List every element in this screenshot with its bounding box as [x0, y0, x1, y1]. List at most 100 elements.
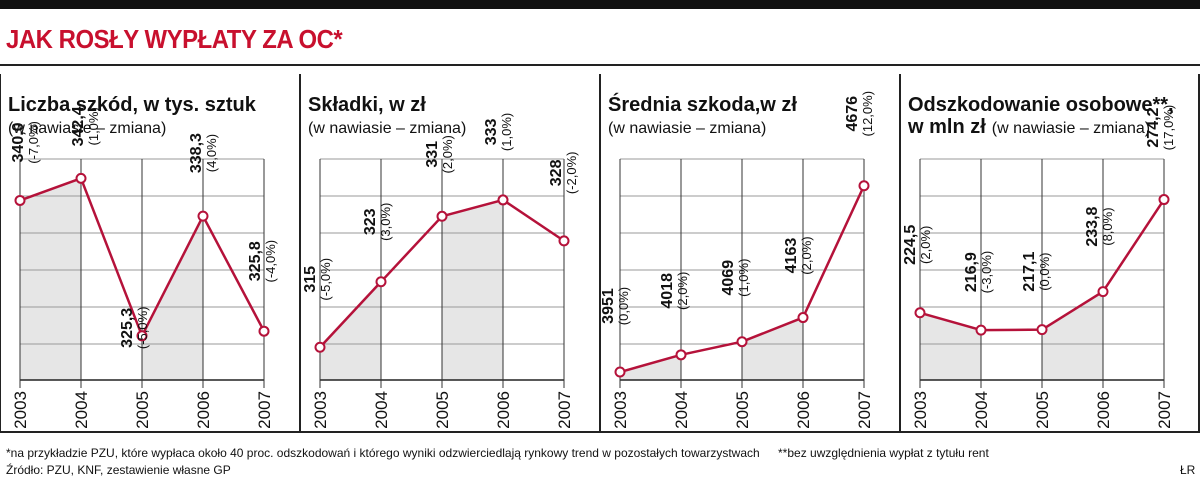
year-label: 2003 [311, 391, 330, 429]
data-point [197, 210, 209, 222]
data-point [975, 324, 987, 336]
data-point [614, 366, 626, 378]
data-point [497, 194, 509, 206]
footnote-pzu: *na przykładzie PZU, które wypłaca około… [6, 446, 760, 460]
change-label: (1,0%) [499, 113, 514, 151]
data-point [858, 180, 870, 192]
year-label: 2007 [855, 391, 874, 429]
value-label: 3951 [600, 288, 617, 324]
data-point [436, 210, 448, 222]
shaded-area [1042, 291, 1103, 380]
data-point [797, 312, 809, 324]
value-label: 331 [424, 141, 441, 168]
data-point [75, 172, 87, 184]
data-point [914, 307, 926, 319]
change-label: (4,0%) [204, 134, 219, 172]
change-label: (2,0%) [440, 135, 455, 173]
charts-svg: Liczba szkód, w tys. sztuk (w nawiasie – … [0, 74, 1200, 431]
data-point [1158, 194, 1170, 206]
change-label: (1,0%) [736, 259, 751, 297]
panel-subtitle: (w nawiasie – zmiana) [8, 120, 166, 137]
data-point [1036, 324, 1048, 336]
value-label: 333 [483, 118, 500, 145]
change-label: (-5,0%) [135, 306, 150, 349]
author-initials: ŁR [1180, 463, 1196, 477]
change-label: (2,0%) [799, 236, 814, 274]
value-label: 323 [362, 208, 379, 235]
panel-title: Średnia szkoda,w zł [608, 92, 797, 116]
panel-title: Liczba szkód, w tys. sztuk [8, 94, 257, 116]
shaded-area [442, 199, 503, 380]
change-label: (0,0%) [1037, 253, 1052, 291]
year-label: 2007 [555, 391, 574, 429]
year-label: 2004 [972, 391, 991, 429]
change-label: (2,0%) [675, 272, 690, 310]
change-label: (17,0%) [1161, 105, 1176, 151]
year-label: 2007 [255, 391, 274, 429]
value-label: 216,9 [963, 252, 980, 292]
value-label: 325,3 [119, 308, 136, 348]
data-point [1097, 286, 1109, 298]
data-point [136, 330, 148, 342]
panel-title: Składki, w zł [308, 94, 426, 116]
value-label: 340,0 [10, 122, 27, 162]
year-label: 2006 [794, 391, 813, 429]
value-label: 342,4 [70, 106, 87, 146]
data-point [258, 325, 270, 337]
shaded-area [620, 354, 681, 380]
value-label: 325,8 [247, 241, 264, 281]
charts-area: Liczba szkód, w tys. sztuk (w nawiasie – … [0, 66, 1200, 431]
shaded-area [742, 317, 803, 380]
year-label: 2003 [911, 391, 930, 429]
top-rule [0, 64, 1200, 66]
source-note: Źródło: PZU, KNF, zestawienie własne GP [6, 463, 231, 477]
change-label: (-4,0%) [263, 240, 278, 283]
shaded-area [320, 281, 381, 380]
value-label: 217,1 [1021, 252, 1038, 292]
year-label: 2007 [1155, 391, 1174, 429]
panel-title-line2: w mln zł [907, 116, 986, 138]
shaded-area [920, 312, 981, 380]
data-point [314, 341, 326, 353]
change-label: (1,0%) [86, 107, 101, 145]
year-label: 2006 [194, 391, 213, 429]
year-label: 2003 [611, 391, 630, 429]
change-label: (2,0%) [918, 226, 933, 264]
value-label: 274,2 [1145, 107, 1162, 147]
year-label: 2006 [1094, 391, 1113, 429]
change-label: (-7,0%) [26, 121, 41, 164]
data-point [675, 349, 687, 361]
footnote-rent: **bez uwzględnienia wypłat z tytułu rent [778, 446, 989, 460]
data-point [558, 235, 570, 247]
value-label: 338,3 [188, 133, 205, 173]
year-label: 2004 [372, 391, 391, 429]
panel-subtitle: (w nawiasie – zmiana) [992, 120, 1150, 137]
value-label: 315 [302, 266, 319, 293]
value-label: 4676 [844, 96, 861, 132]
data-point [375, 276, 387, 288]
panel-subtitle: (w nawiasie – zmiana) [308, 120, 466, 137]
year-label: 2004 [72, 391, 91, 429]
change-label: (-3,0%) [979, 251, 994, 294]
year-label: 2006 [494, 391, 513, 429]
year-label: 2004 [672, 391, 691, 429]
change-label: (-5,0%) [318, 258, 333, 301]
data-point [14, 194, 26, 206]
top-bar [0, 0, 1200, 9]
change-label: (12,0%) [860, 91, 875, 137]
value-label: 4069 [720, 260, 737, 296]
value-label: 4018 [659, 273, 676, 309]
data-point [736, 336, 748, 348]
value-label: 233,8 [1084, 206, 1101, 246]
value-label: 4163 [783, 238, 800, 274]
year-label: 2005 [433, 391, 452, 429]
year-label: 2005 [1033, 391, 1052, 429]
page-title: JAK ROSŁY WYPŁATY ZA OC* [6, 24, 343, 54]
change-label: (0,0%) [616, 287, 631, 325]
change-label: (3,0%) [378, 203, 393, 241]
year-label: 2005 [133, 391, 152, 429]
change-label: (8,0%) [1100, 207, 1115, 245]
shaded-area [20, 178, 81, 380]
value-label: 224,5 [902, 225, 919, 265]
panel-subtitle: (w nawiasie – zmiana) [608, 120, 766, 137]
